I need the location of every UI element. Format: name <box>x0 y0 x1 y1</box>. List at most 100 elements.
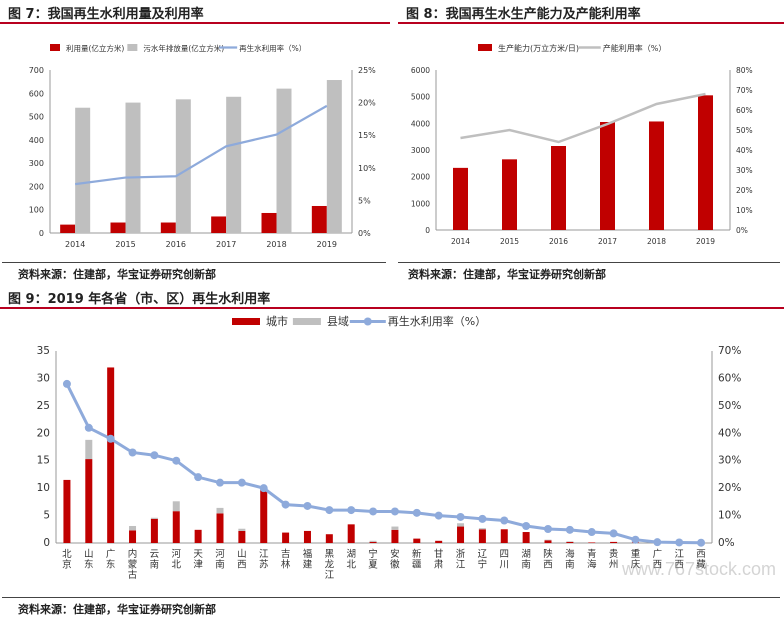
x-tick-label: 2016 <box>166 240 186 249</box>
y-right-tick-label: 40% <box>718 427 741 439</box>
x-tick-label: 江西 <box>674 549 684 571</box>
bar-污水年排放量(亿立方米) <box>276 88 292 233</box>
line-point <box>172 456 181 465</box>
y-left-tick-label: 5000 <box>411 93 430 102</box>
fig7-source-rule <box>2 262 386 263</box>
x-tick-label: 福建 <box>303 548 313 571</box>
y-right-tick-label: 30% <box>736 166 753 175</box>
bar-生产能力(万立方米/日) <box>453 167 468 230</box>
x-tick-label: 2016 <box>549 237 568 246</box>
y-left-tick-label: 400 <box>29 136 44 145</box>
bar-城市 <box>129 530 137 543</box>
x-tick-label: 2015 <box>500 237 519 246</box>
y-right-tick-label: 0% <box>718 537 735 549</box>
line-point <box>194 473 203 482</box>
line-point <box>259 484 268 493</box>
bar-县域 <box>216 507 224 514</box>
bar-城市 <box>413 538 421 543</box>
watermark: www.767stock.com <box>621 559 776 579</box>
line-point <box>412 508 421 517</box>
y-left-tick-label: 15 <box>37 455 50 467</box>
bar-污水年排放量(亿立方米) <box>175 99 191 233</box>
x-tick-label: 2018 <box>647 237 666 246</box>
bar-利用量(亿立方米) <box>160 222 176 233</box>
line-point <box>697 538 706 547</box>
y-left-tick-label: 25 <box>37 400 50 412</box>
x-tick-label: 2015 <box>115 240 135 249</box>
fig7-chart: 0 100 200 300 400 500 600 700 0% 5% 10% 15% 20% 25% 20… <box>29 43 376 249</box>
fig8-source-rule <box>398 262 780 263</box>
line-point <box>544 525 552 534</box>
bar-县域 <box>85 439 93 460</box>
x-tick-label: 青海 <box>587 548 597 571</box>
line-point <box>434 511 443 520</box>
bar-城市 <box>172 511 180 543</box>
y-right-tick-label: 5% <box>358 196 371 205</box>
bar-城市 <box>610 541 618 543</box>
bar-利用量(亿立方米) <box>261 212 277 233</box>
y-left-tick-label: 0 <box>43 537 50 549</box>
line-point <box>631 535 640 544</box>
y-left-tick-label: 0 <box>39 229 44 238</box>
fig9-header: 图 9：2019 年各省（市、区）再生水利用率 <box>0 285 784 309</box>
bar-县域 <box>544 539 552 541</box>
y-right-tick-label: 10% <box>358 164 376 173</box>
bar-县域 <box>129 525 137 531</box>
y-right-tick-label: 60% <box>718 372 741 384</box>
y-right-tick-label: 30% <box>718 455 741 467</box>
bar-县域 <box>391 526 399 530</box>
line-point <box>325 506 334 515</box>
y-left-tick-label: 100 <box>29 206 44 215</box>
y-right-tick-label: 20% <box>358 99 376 108</box>
y-left-tick-label: 600 <box>29 89 44 98</box>
line-point <box>369 507 378 516</box>
bar-县域 <box>238 528 246 531</box>
legend-swatch <box>292 318 321 325</box>
bar-城市 <box>588 542 596 543</box>
x-tick-label: 黑龙江 <box>325 549 335 581</box>
fig7-title: 图 7：我国再生水利用量及利用率 <box>8 7 204 22</box>
y-left-tick-label: 500 <box>29 113 44 122</box>
x-tick-label: 河北 <box>172 548 182 571</box>
legend-label: 城市 <box>266 314 288 328</box>
fig7-source: 资料来源：住建部，华宝证券研究创新部 <box>18 268 216 281</box>
line-point <box>522 521 531 530</box>
line-point <box>62 379 71 388</box>
y-right-tick-label: 60% <box>736 106 753 115</box>
x-tick-label: 山东 <box>84 549 94 571</box>
y-right-tick-label: 0% <box>736 226 748 235</box>
x-tick-label: 贵州 <box>609 548 619 571</box>
y-left-tick-label: 35 <box>37 345 50 357</box>
bar-城市 <box>391 529 399 543</box>
legend-label: 污水年排放量(亿立方米) <box>143 43 224 53</box>
y-left-tick-label: 5 <box>43 510 50 522</box>
bar-城市 <box>522 532 530 543</box>
bar-城市 <box>544 540 552 543</box>
fig8-header: 图 8：我国再生水生产能力及产能利用率 <box>398 0 784 24</box>
x-tick-label: 江苏 <box>259 549 269 571</box>
y-left-tick-label: 30 <box>37 372 50 384</box>
x-tick-label: 吉林 <box>281 549 291 571</box>
x-tick-label: 2019 <box>317 240 337 249</box>
line-再生水利用率（%） <box>65 383 702 545</box>
legend-swatch-marker <box>363 317 372 326</box>
bar-污水年排放量(亿立方米) <box>326 80 342 234</box>
bar-城市 <box>85 459 93 543</box>
x-tick-label: 湖南 <box>521 549 531 571</box>
x-tick-label: 广西 <box>653 548 663 571</box>
legend-swatch <box>232 318 260 325</box>
bar-县域 <box>478 528 486 530</box>
fig8-title: 图 8：我国再生水生产能力及产能利用率 <box>406 7 641 22</box>
legend-label: 再生水利用率（%） <box>388 314 486 328</box>
x-tick-label: 北京 <box>62 549 72 571</box>
bar-生产能力(万立方米/日) <box>600 122 615 230</box>
line-point <box>237 478 246 487</box>
y-right-tick-label: 50% <box>736 126 753 135</box>
bar-城市 <box>282 532 290 543</box>
line-再生水利用率（%） <box>75 104 328 186</box>
line-point <box>675 538 684 547</box>
x-tick-label: 2018 <box>266 240 286 249</box>
bar-城市 <box>369 541 377 543</box>
fig9-source-rule <box>2 597 780 598</box>
y-left-tick-label: 700 <box>29 66 44 75</box>
